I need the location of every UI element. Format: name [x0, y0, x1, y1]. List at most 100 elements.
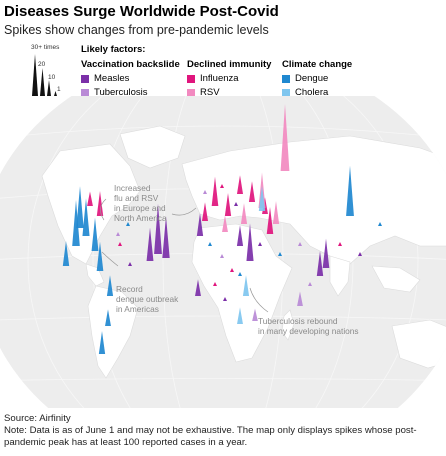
spike-influenza [236, 175, 244, 194]
scale-label-30: 30+ times [31, 44, 60, 51]
cholera-swatch [282, 88, 290, 97]
scale-label-20: 20 [38, 61, 46, 68]
spike-scale-graphic [32, 54, 57, 96]
spike-tuberculosis [297, 291, 303, 306]
spike-marker-small [234, 202, 238, 206]
legend-label-rsv: RSV [200, 87, 220, 98]
leader-record-dengue [101, 251, 119, 267]
spike-marker-small [230, 268, 234, 272]
globe-map: Increased flu and RSV in Europe and Nort… [0, 96, 446, 408]
spike-influenza [266, 206, 274, 234]
annot-dengue-line-3: in Americas [116, 304, 159, 314]
influenza-swatch [187, 74, 195, 83]
legend-group-climate: Climate change [282, 59, 353, 70]
south-america [87, 285, 139, 379]
spike-marker-small [238, 272, 242, 276]
legend-label-cholera: Cholera [295, 87, 329, 98]
legend-label-tuberculosis: Tuberculosis [94, 87, 148, 98]
annotation-flu-rsv: Increased flu and RSV in Europe and Nort… [114, 183, 167, 223]
greenland [119, 125, 186, 169]
spike-marker-small [126, 222, 130, 226]
annot-flu-line-4: North America [114, 213, 167, 223]
spike-dengue [91, 217, 99, 251]
spike-influenza [201, 202, 209, 221]
madagascar [281, 309, 295, 341]
spike-measles [195, 279, 201, 296]
continents [41, 125, 446, 379]
chart-title: Diseases Surge Worldwide Post-Covid [4, 3, 279, 20]
spike-dengue [346, 165, 354, 216]
source-note: Source: Airfinity [4, 413, 71, 424]
spike-measles [322, 238, 330, 268]
legend-heading: Likely factors: [81, 44, 146, 55]
annot-dengue-line-1: Record [116, 284, 143, 294]
scale-spike-30 [32, 54, 38, 96]
annot-flu-line-3: in Europe and [114, 203, 166, 213]
scale-spike-10 [47, 80, 51, 96]
legend-item-tuberculosis: Tuberculosis [81, 87, 148, 98]
legend-label-influenza: Influenza [200, 73, 239, 84]
scale-spike-20 [40, 68, 45, 96]
spike-dengue [62, 241, 70, 266]
spike-marker-small [338, 242, 342, 246]
spike-cholera [237, 307, 243, 324]
dengue-swatch [282, 74, 290, 83]
legend-item-measles: Measles [81, 73, 129, 84]
spike-cholera [242, 275, 250, 296]
legend-item-dengue: Dengue [282, 73, 328, 84]
measles-swatch [81, 74, 89, 83]
annotation-leaders [100, 198, 269, 313]
data-note: Note: Data is as of June 1 and may not b… [4, 425, 417, 448]
spike-marker-small [258, 242, 262, 246]
spike-marker-small [358, 252, 362, 256]
legend-item-cholera: Cholera [282, 87, 328, 98]
spike-influenza [87, 191, 93, 206]
spike-layer [62, 104, 382, 354]
spike-rsv [280, 104, 290, 171]
spike-marker-small [203, 190, 207, 194]
southeast-asia [371, 265, 421, 293]
spike-influenza [248, 181, 256, 202]
scale-label-10: 10 [48, 74, 56, 81]
spike-scale-legend: 30+ times 20 10 1 [30, 44, 70, 100]
spike-measles [146, 227, 154, 261]
globe [0, 96, 446, 408]
spike-marker-small [208, 242, 212, 246]
spike-marker-small [128, 262, 132, 266]
leader-dengue-arrow [100, 198, 107, 221]
spike-marker-small [220, 254, 224, 258]
spike-dengue [105, 309, 111, 326]
spike-measles [236, 225, 244, 246]
leader-flu-arrow [171, 207, 197, 216]
annot-dengue-line-2: dengue outbreak [116, 294, 179, 304]
spike-measles [162, 216, 170, 258]
spike-marker-small [118, 242, 122, 246]
spike-tuberculosis [252, 308, 258, 321]
spike-dengue [98, 331, 106, 354]
annot-tb-line-2: in many developing nations [258, 326, 359, 336]
spike-dengue [106, 275, 114, 296]
spike-dengue [72, 200, 80, 246]
spike-dengue [82, 198, 90, 236]
legend-item-rsv: RSV [187, 87, 220, 98]
leader-tb [249, 287, 269, 313]
legend-label-measles: Measles [94, 73, 130, 84]
spike-marker-small [298, 242, 302, 246]
footer: Source: Airfinity Note: Data is as of Ju… [4, 413, 442, 449]
legend-label-dengue: Dengue [295, 73, 329, 84]
spike-marker-small [223, 297, 227, 301]
annot-tb-line-1: Tuberculosis rebound [258, 316, 338, 326]
india [329, 255, 351, 297]
spike-cholera [258, 186, 266, 211]
color-legend: Likely factors: Vaccination backslide Me… [0, 0, 446, 110]
spike-marker-small [378, 222, 382, 226]
spike-rsv [272, 201, 280, 224]
annot-flu-line-1: Increased [114, 183, 151, 193]
spike-influenza [96, 191, 104, 216]
spike-rsv [222, 215, 228, 232]
central-america [85, 263, 105, 287]
legend-item-influenza: Influenza [187, 73, 239, 84]
spike-marker-small [278, 252, 282, 256]
legend-group-immunity: Declined immunity [187, 59, 272, 70]
spike-influenza [224, 193, 232, 216]
